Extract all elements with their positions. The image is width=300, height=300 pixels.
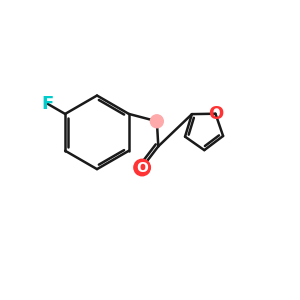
- Text: O: O: [136, 160, 148, 175]
- Text: O: O: [208, 105, 223, 123]
- Circle shape: [150, 115, 163, 128]
- Circle shape: [134, 159, 150, 176]
- Text: F: F: [41, 94, 53, 112]
